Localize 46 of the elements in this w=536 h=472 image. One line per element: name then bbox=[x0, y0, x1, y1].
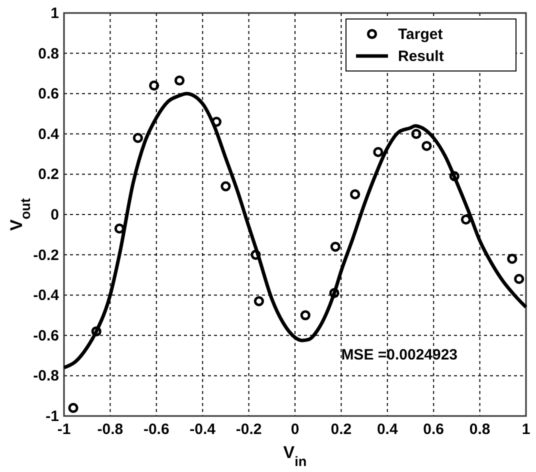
x-axis-title: V$_{in}$ bbox=[283, 443, 307, 468]
point bbox=[411, 128, 422, 139]
legend-label: Result bbox=[398, 48, 444, 65]
y-tick-label: -1 bbox=[46, 408, 59, 425]
x-tick-label: 0.4 bbox=[376, 421, 398, 438]
y-tick-label: -0.2 bbox=[33, 246, 59, 264]
y-tick-label: -0.4 bbox=[33, 287, 60, 304]
point bbox=[422, 140, 432, 152]
annotation: MSE =0.0024923 bbox=[341, 346, 458, 364]
point bbox=[329, 288, 340, 298]
point bbox=[514, 274, 524, 284]
point bbox=[250, 250, 261, 260]
point bbox=[373, 146, 384, 158]
point bbox=[114, 224, 124, 234]
point bbox=[68, 402, 78, 413]
point bbox=[91, 326, 102, 336]
legend-label: Target bbox=[398, 26, 443, 43]
point bbox=[300, 310, 310, 320]
point bbox=[211, 116, 222, 127]
y-tick-label: 0.8 bbox=[38, 45, 59, 62]
x-tick-label: 1 bbox=[522, 421, 530, 438]
point bbox=[449, 171, 460, 182]
point bbox=[350, 189, 360, 200]
point bbox=[330, 242, 340, 252]
y-tick-label: 1 bbox=[50, 5, 59, 22]
x-tick-label: -0.4 bbox=[190, 421, 216, 438]
y-tick-label: 0.6 bbox=[38, 86, 59, 103]
x-tick-label: 0.2 bbox=[330, 421, 352, 438]
point bbox=[149, 80, 160, 91]
y-tick-label: 0.4 bbox=[38, 126, 60, 143]
y-tick-label: 0 bbox=[50, 206, 59, 224]
point bbox=[220, 181, 231, 192]
y-tick-label: 0.2 bbox=[38, 166, 59, 184]
x-tick-label: 0.8 bbox=[469, 421, 490, 438]
point bbox=[507, 254, 518, 264]
point bbox=[254, 296, 264, 306]
x-tick-label: -0.6 bbox=[143, 421, 170, 438]
x-tick-label: -0.2 bbox=[236, 421, 262, 438]
point bbox=[460, 214, 471, 225]
y-tick-label: -0.6 bbox=[33, 327, 59, 344]
y-tick-label: -0.8 bbox=[33, 368, 59, 385]
x-tick-label: -0.8 bbox=[97, 421, 124, 438]
point bbox=[132, 132, 143, 143]
x-tick-label: 0 bbox=[290, 421, 300, 438]
x-tick-label: 0.6 bbox=[423, 421, 444, 438]
point bbox=[174, 75, 185, 86]
